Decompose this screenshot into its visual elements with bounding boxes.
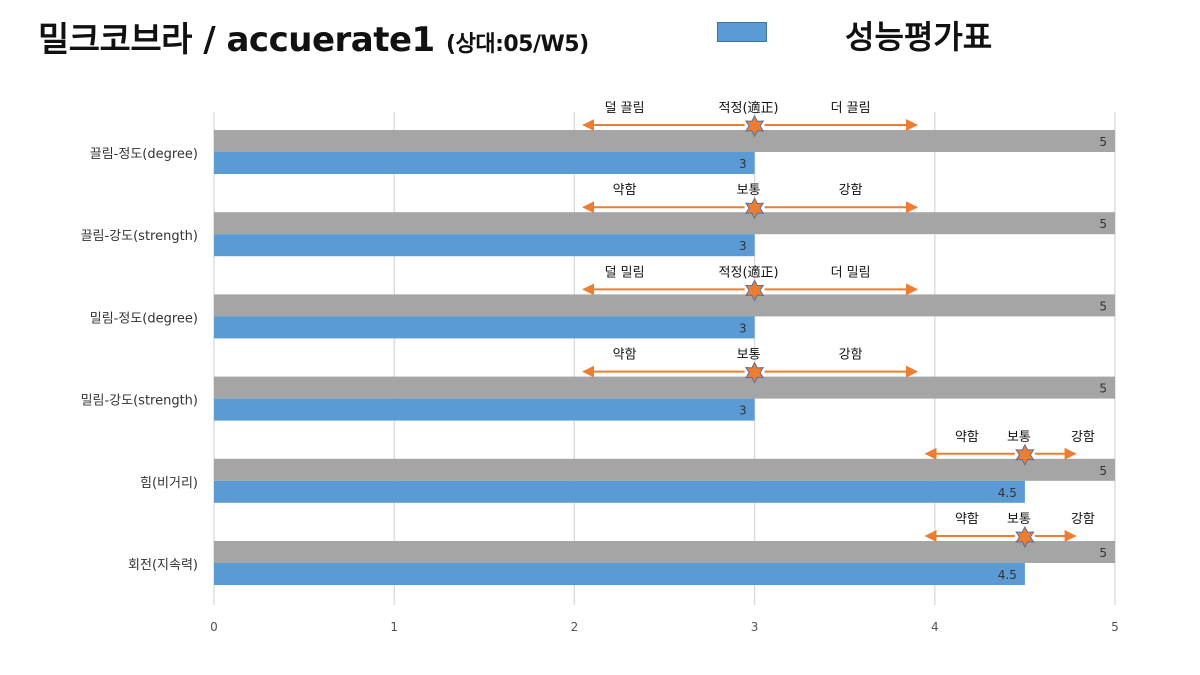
bar-value	[214, 316, 755, 339]
star-marker-icon	[745, 361, 765, 384]
legend-swatch	[717, 22, 767, 42]
annotation-right-label: 강함	[1071, 430, 1095, 445]
bar-value-label: 3	[739, 157, 747, 171]
legend-label: 성능평가표	[845, 18, 993, 56]
category-label: 밀림-강도(strength)	[81, 394, 198, 409]
bar-reference	[214, 294, 1115, 317]
annotation-left-label: 약함	[955, 512, 979, 527]
bar-value	[214, 152, 755, 174]
bar-reference-value-label: 5	[1099, 217, 1107, 231]
annotation-mid-label: 보통	[1007, 512, 1031, 527]
annotation-left-label: 덜 밀림	[605, 265, 645, 280]
bar-reference	[214, 376, 1115, 399]
bar-reference-value-label: 5	[1099, 135, 1107, 149]
bar-reference	[214, 130, 1115, 152]
star-marker-icon	[1015, 525, 1035, 549]
x-tick-label: 2	[571, 620, 579, 634]
annotation-mid-label: 보통	[737, 348, 761, 363]
annotation-left-label: 약함	[613, 183, 637, 198]
star-marker-icon	[745, 279, 765, 302]
category-label: 회전(지속력)	[128, 558, 198, 573]
bar-value-label: 4.5	[998, 568, 1017, 582]
annotation-right-label: 강함	[839, 348, 863, 363]
bar-reference-value-label: 5	[1099, 546, 1107, 560]
bar-value	[214, 563, 1025, 585]
bar-value-label: 3	[739, 321, 747, 335]
category-label: 끌림-강도(strength)	[81, 229, 198, 244]
annotation-right-label: 더 끌림	[831, 101, 871, 116]
bar-reference-value-label: 5	[1099, 382, 1107, 396]
category-label: 끌림-정도(degree)	[90, 147, 198, 162]
annotation-left-label: 약함	[955, 430, 979, 445]
bar-reference	[214, 212, 1115, 235]
annotation-mid-label: 적정(適正)	[719, 100, 779, 116]
x-tick-label: 1	[390, 620, 398, 634]
category-label: 힘(비거리)	[140, 476, 198, 491]
annotation-right-label: 강함	[839, 183, 863, 198]
chart-subtitle: (상대:05/W5)	[446, 32, 589, 57]
annotation-left-label: 약함	[613, 348, 637, 363]
gridlines	[213, 112, 1116, 605]
annotation-mid-label: 보통	[737, 183, 761, 198]
annotation-right-label: 더 밀림	[831, 265, 871, 280]
bar-reference-value-label: 5	[1099, 464, 1107, 478]
bar-value-label: 3	[739, 404, 747, 418]
bar-value	[214, 234, 755, 257]
bar-reference	[214, 458, 1115, 481]
x-tick-label: 0	[210, 620, 218, 634]
annotation-left-label: 덜 끌림	[605, 101, 645, 116]
star-marker-icon	[1015, 443, 1035, 466]
bar-value	[214, 398, 755, 421]
annotation-mid-label: 보통	[1007, 430, 1031, 445]
star-marker-icon	[745, 197, 765, 220]
bar-value	[214, 480, 1025, 503]
bars	[214, 130, 1115, 585]
annotation-mid-label: 적정(適正)	[719, 264, 779, 280]
bar-value-label: 4.5	[998, 486, 1017, 500]
star-marker-icon	[745, 114, 765, 138]
title-text: 밀크코브라 / accuerate1	[38, 20, 435, 60]
chart-title: 밀크코브라 / accuerate1 (상대:05/W5)	[38, 12, 589, 61]
x-tick-label: 4	[931, 620, 939, 634]
x-tick-label: 3	[751, 620, 759, 634]
category-label: 밀림-정도(degree)	[90, 311, 198, 326]
bar-reference-value-label: 5	[1099, 299, 1107, 313]
axis-labels: 0 1 2 3 4 5 5 3 끌림-정도(degree) 5 3 끌림-강도(strength) 5 3…	[81, 135, 1119, 634]
annotation-right-label: 강함	[1071, 512, 1095, 527]
bar-value-label: 3	[739, 239, 747, 253]
bar-reference	[214, 541, 1115, 563]
x-tick-label: 5	[1111, 620, 1119, 634]
